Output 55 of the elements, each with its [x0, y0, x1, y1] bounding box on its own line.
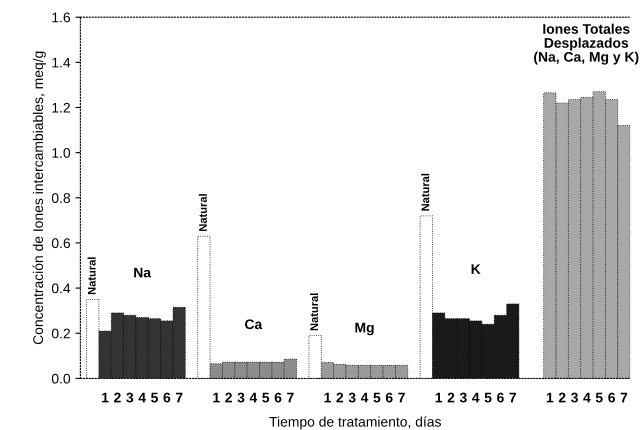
- y-tick-label: 1.0: [52, 148, 70, 158]
- x-tick-label: 6: [274, 392, 282, 402]
- x-tick-label: 6: [497, 392, 504, 402]
- annotation: Ca: [245, 319, 262, 330]
- x-tick-label: 7: [398, 392, 405, 402]
- annotation: Mg: [355, 322, 374, 336]
- x-tick-label: 3: [237, 392, 244, 403]
- y-tick-label: 0.4: [52, 283, 70, 294]
- x-tick-label: 4: [250, 392, 258, 402]
- x-tick-label: 5: [151, 392, 158, 402]
- x-tick-label: 4: [138, 392, 146, 402]
- x-tick-label: 4: [583, 392, 591, 402]
- x-tick-label: 7: [287, 392, 294, 402]
- y-axis-title: Concentración de Iones intercambiables, meq/g: [32, 52, 46, 344]
- x-tick-label: 2: [225, 392, 232, 402]
- y-tick-label: 1.6: [52, 12, 70, 22]
- data-label: Natural: [421, 174, 430, 211]
- x-tick-label: 6: [608, 392, 615, 402]
- y-tick-label: 0.0: [52, 374, 70, 384]
- annotation: Na: [134, 268, 152, 278]
- x-tick-label: 3: [571, 392, 578, 403]
- x-tick-label: 7: [620, 392, 628, 402]
- x-tick-label: 7: [176, 392, 182, 402]
- x-tick-label: 4: [472, 392, 480, 402]
- x-tick-label: 5: [596, 392, 603, 402]
- x-tick-label: 2: [336, 392, 344, 402]
- x-tick-label: 7: [510, 392, 516, 402]
- x-tick-label: 5: [373, 392, 380, 402]
- x-tick-label: 3: [348, 392, 356, 403]
- x-tick-label: 5: [262, 392, 270, 402]
- x-tick-label: 1: [324, 392, 331, 402]
- y-tick-label: 1.2: [52, 102, 70, 113]
- x-tick-label: 5: [484, 392, 492, 402]
- x-tick-label: 2: [558, 392, 566, 402]
- annotation: Iones Totales Desplazados (Na, Ca, Mg y K): [534, 24, 638, 65]
- x-tick-label: 1: [102, 392, 109, 402]
- x-tick-label: 1: [546, 392, 554, 402]
- data-label: Natural: [88, 257, 96, 294]
- annotation: K: [472, 264, 481, 274]
- x-axis-title: Tiempo de tratamiento, días: [269, 416, 441, 430]
- y-tick-label: 0.2: [52, 328, 70, 338]
- x-tick-label: 6: [164, 392, 170, 402]
- data-label: Natural: [198, 194, 207, 231]
- data-label: Natural: [310, 294, 318, 330]
- x-tick-label: 2: [114, 392, 121, 402]
- y-tick-label: 1.4: [52, 58, 70, 68]
- x-tick-label: 1: [213, 392, 220, 402]
- y-tick-label: 0.8: [52, 193, 70, 203]
- x-tick-label: 4: [360, 392, 368, 402]
- x-tick-label: 2: [448, 392, 454, 402]
- x-tick-label: 3: [460, 392, 467, 403]
- y-tick-label: 0.6: [52, 238, 70, 248]
- x-tick-label: 1: [436, 392, 442, 402]
- x-tick-label: 6: [386, 392, 393, 402]
- x-tick-label: 3: [126, 392, 134, 403]
